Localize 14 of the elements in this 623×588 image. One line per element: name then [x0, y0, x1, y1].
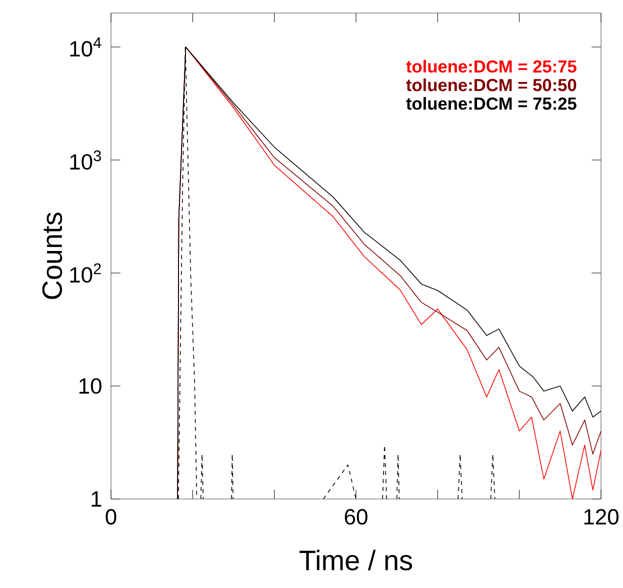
text: toluene:DCM = 50:50	[406, 78, 576, 92]
y-axis-title: Counts	[42, 212, 62, 299]
y-tick-label: 10$^{4}$	[70, 37, 102, 57]
text: toluene:DCM = 25:75	[406, 60, 576, 73]
y-tick-label: 10$^{2}$	[70, 263, 101, 283]
x-tick-label: 120	[584, 509, 618, 525]
x-tick-label: 0	[106, 509, 116, 525]
x-tick-label: 60	[344, 509, 368, 525]
y-tick-label: 10	[79, 378, 102, 394]
y-tick-label: 10$^{3}$	[70, 150, 101, 170]
text: toluene:DCM = 75:25	[406, 97, 576, 110]
y-tick-label: 1	[92, 491, 102, 507]
x-axis-title: Time / ns	[300, 550, 412, 570]
line-series	[177, 46, 602, 499]
